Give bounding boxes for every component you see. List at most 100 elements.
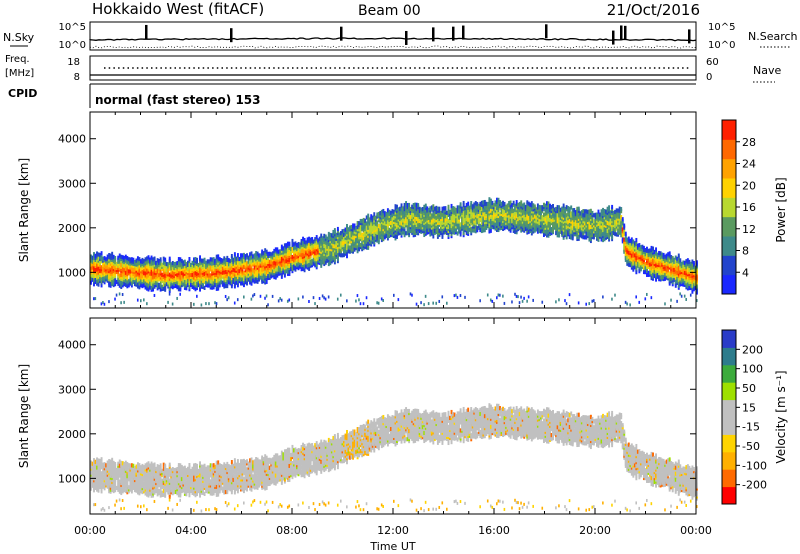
- power-cell: [246, 253, 248, 258]
- power-cell: [570, 211, 573, 216]
- power-cell: [597, 209, 600, 214]
- power-cell: [168, 256, 171, 261]
- power-cell: [314, 237, 317, 242]
- power-cell: [111, 267, 114, 273]
- power-cell: [389, 210, 392, 215]
- power-cell: [479, 201, 482, 207]
- power-cell: [135, 258, 138, 263]
- power-cell: [630, 237, 633, 242]
- power-cell: [517, 295, 519, 299]
- power-cell: [500, 207, 503, 212]
- power-cell: [393, 293, 395, 297]
- power-cell: [492, 225, 495, 230]
- power-cell: [206, 267, 209, 272]
- power-cell: [261, 249, 264, 254]
- power-cell: [647, 270, 650, 275]
- power-cell: [276, 267, 279, 272]
- power-cell: [388, 209, 391, 214]
- power-cell: [397, 221, 400, 226]
- noise-spike: [405, 30, 408, 45]
- power-cell: [377, 229, 380, 235]
- power-cell: [429, 206, 432, 211]
- power-cell: [102, 256, 105, 261]
- power-cell: [186, 274, 189, 279]
- power-cell: [96, 251, 98, 256]
- power-cell: [621, 217, 624, 222]
- power-cell: [603, 219, 606, 224]
- power-cell: [305, 256, 308, 261]
- power-cell: [111, 251, 114, 256]
- power-cell: [485, 201, 488, 206]
- power-cell: [343, 228, 345, 234]
- power-cell: [421, 207, 424, 212]
- power-cell: [486, 201, 489, 207]
- power-cell: [159, 257, 162, 262]
- power-cell: [177, 285, 180, 290]
- power-cell: [617, 208, 620, 213]
- power-cell: [236, 275, 239, 280]
- power-cell: [368, 229, 371, 234]
- power-cell: [158, 258, 161, 264]
- power-cell: [605, 209, 608, 214]
- power-cell: [346, 229, 348, 235]
- power-cell: [668, 251, 671, 256]
- power-cell: [182, 260, 185, 265]
- power-cell: [399, 210, 401, 215]
- power-cell: [533, 204, 536, 209]
- power-cell: [299, 256, 301, 261]
- power-cell: [129, 257, 132, 262]
- power-cell: [356, 235, 359, 240]
- power-cell: [139, 259, 142, 264]
- power-cell: [562, 231, 565, 236]
- power-cell: [405, 205, 408, 210]
- power-cell: [346, 254, 348, 259]
- power-cell: [323, 249, 326, 255]
- power-cell: [162, 260, 165, 265]
- power-cell: [335, 232, 338, 237]
- power-cell: [308, 300, 310, 304]
- power-cell: [470, 227, 473, 232]
- noise-spike: [432, 27, 435, 42]
- power-cell: [320, 253, 323, 258]
- power-cell: [132, 257, 135, 262]
- power-cell: [464, 205, 467, 211]
- power-cell: [127, 257, 130, 262]
- power-cell: [592, 219, 595, 224]
- power-cell: [318, 296, 321, 300]
- power-cell: [358, 298, 360, 302]
- power-cell: [609, 218, 612, 223]
- power-cell: [280, 256, 283, 261]
- power-cell: [573, 208, 576, 213]
- power-cell: [256, 251, 259, 256]
- power-cell: [141, 283, 144, 289]
- power-cell: [491, 200, 494, 206]
- power-cell: [152, 283, 155, 288]
- power-cell: [423, 204, 426, 209]
- noise-spike: [462, 25, 465, 40]
- power-cell: [429, 218, 432, 223]
- power-cell: [267, 259, 270, 265]
- power-cell: [318, 236, 321, 241]
- power-cell: [597, 213, 600, 218]
- power-cell: [470, 201, 473, 206]
- power-cell: [541, 205, 544, 210]
- power-cell: [400, 203, 403, 208]
- power-cell: [170, 262, 173, 267]
- power-cell: [149, 285, 151, 290]
- power-cell: [206, 259, 209, 264]
- power-cell: [143, 259, 145, 264]
- power-cell: [277, 249, 280, 254]
- power-cell: [173, 261, 176, 267]
- power-cell: [618, 206, 621, 211]
- power-cell: [620, 229, 623, 234]
- power-cell: [658, 266, 661, 272]
- power-cell: [514, 292, 516, 296]
- power-cell: [502, 210, 504, 215]
- power-cell: [602, 237, 604, 243]
- power-cell: [577, 224, 580, 229]
- power-cell: [383, 217, 386, 222]
- power-cell: [226, 298, 228, 302]
- power-cell: [432, 228, 435, 233]
- power-cell: [362, 235, 365, 241]
